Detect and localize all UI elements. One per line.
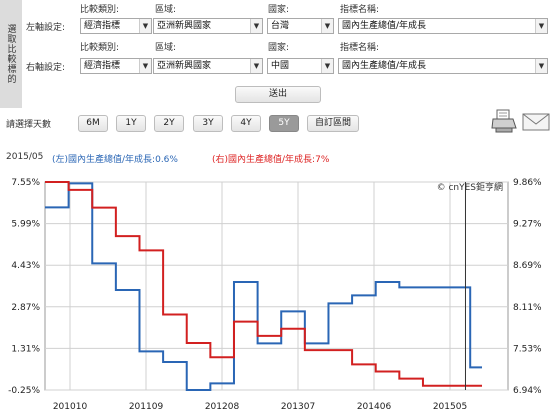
right-legend: (右)國內生產總值/年成長:7% bbox=[212, 155, 330, 165]
left-tick-label: 7.55% bbox=[11, 178, 40, 188]
x-tick-label: 201505 bbox=[433, 402, 467, 412]
side-tab-label: 選取比較標的 bbox=[5, 24, 16, 84]
left-region-select[interactable]: 亞洲新興國家 ▼ bbox=[153, 18, 263, 34]
right-country-select[interactable]: 中國 ▼ bbox=[267, 58, 334, 74]
range-4y-button[interactable]: 4Y bbox=[231, 115, 261, 132]
right-indicator-value: 國內生產總值/年成長 bbox=[342, 61, 427, 71]
left-country-select[interactable]: 台灣 ▼ bbox=[267, 18, 334, 34]
right-series-line bbox=[45, 181, 483, 387]
right-tick-label: 8.11% bbox=[513, 303, 542, 313]
range-6m-button[interactable]: 6M bbox=[78, 115, 108, 132]
line-chart: 7.55% 5.99% 4.43% 2.87% 1.31% -0.25% 9.86% 9.2… bbox=[8, 178, 542, 412]
left-category-value: 經濟指標 bbox=[84, 21, 121, 31]
x-tick-label: 201406 bbox=[357, 402, 392, 412]
left-category-select[interactable]: 經濟指標 ▼ bbox=[80, 18, 152, 34]
x-tick-label: 201307 bbox=[281, 402, 315, 412]
x-axis-ticks: 201010 201109 201208 201307 201406 201505 bbox=[53, 402, 467, 412]
right-region-select[interactable]: 亞洲新興國家 ▼ bbox=[153, 58, 263, 74]
category-header: 比較類別: bbox=[80, 5, 120, 15]
left-indicator-select[interactable]: 國內生產總值/年成長 ▼ bbox=[338, 18, 548, 34]
right-country-value: 中國 bbox=[271, 61, 290, 71]
left-tick-label: 2.87% bbox=[11, 303, 40, 313]
chevron-down-icon: ▼ bbox=[535, 59, 547, 73]
right-tick-label: 6.94% bbox=[513, 386, 542, 396]
range-5y-button[interactable]: 5Y bbox=[269, 115, 299, 132]
indicator-header-2: 指標名稱: bbox=[340, 43, 380, 53]
left-axis-ticks: 7.55% 5.99% 4.43% 2.87% 1.31% -0.25% bbox=[8, 178, 40, 396]
range-1y-button[interactable]: 1Y bbox=[116, 115, 146, 132]
range-label: 請選擇天數 bbox=[6, 120, 52, 130]
right-category-select[interactable]: 經濟指標 ▼ bbox=[80, 58, 152, 74]
printer-icon[interactable] bbox=[490, 108, 518, 134]
mail-icon[interactable] bbox=[522, 112, 550, 132]
right-tick-label: 7.53% bbox=[513, 344, 542, 354]
region-header-2: 區域: bbox=[155, 43, 177, 53]
left-region-value: 亞洲新興國家 bbox=[157, 21, 212, 31]
right-axis-label: 右軸設定: bbox=[26, 63, 66, 73]
x-tick-label: 201208 bbox=[205, 402, 240, 412]
side-tab: 選取比較標的 bbox=[0, 0, 22, 108]
x-tick-label: 201010 bbox=[53, 402, 88, 412]
chevron-down-icon: ▼ bbox=[250, 19, 262, 33]
country-header-2: 國家: bbox=[268, 43, 290, 53]
left-country-value: 台灣 bbox=[271, 21, 290, 31]
submit-button[interactable]: 送出 bbox=[235, 86, 321, 103]
chevron-down-icon: ▼ bbox=[535, 19, 547, 33]
right-axis-ticks: 9.86% 9.27% 8.69% 8.11% 7.53% 6.94% bbox=[513, 178, 542, 396]
chart-date: 2015/05 bbox=[6, 152, 44, 162]
country-header: 國家: bbox=[268, 5, 290, 15]
right-tick-label: 8.69% bbox=[513, 261, 542, 271]
series-lines bbox=[45, 181, 483, 391]
indicator-header: 指標名稱: bbox=[340, 5, 380, 15]
range-2y-button[interactable]: 2Y bbox=[154, 115, 184, 132]
range-custom-button[interactable]: 自訂區間 bbox=[307, 115, 359, 132]
chevron-down-icon: ▼ bbox=[250, 59, 262, 73]
plot-frame bbox=[44, 181, 509, 391]
right-region-value: 亞洲新興國家 bbox=[157, 61, 212, 71]
left-tick-label: 5.99% bbox=[11, 220, 40, 230]
right-tick-label: 9.27% bbox=[513, 220, 542, 230]
left-indicator-value: 國內生產總值/年成長 bbox=[342, 21, 427, 31]
range-3y-button[interactable]: 3Y bbox=[193, 115, 223, 132]
chart-grid bbox=[44, 181, 509, 391]
right-category-value: 經濟指標 bbox=[84, 61, 121, 71]
left-series-line bbox=[45, 182, 483, 391]
left-tick-label: 1.31% bbox=[11, 344, 40, 354]
right-tick-label: 9.86% bbox=[513, 178, 542, 188]
chevron-down-icon: ▼ bbox=[139, 59, 151, 73]
chevron-down-icon: ▼ bbox=[139, 19, 151, 33]
category-header-2: 比較類別: bbox=[80, 43, 120, 53]
right-indicator-select[interactable]: 國內生產總值/年成長 ▼ bbox=[338, 58, 548, 74]
left-axis-label: 左軸設定: bbox=[26, 23, 66, 33]
region-header: 區域: bbox=[155, 5, 177, 15]
x-tick-label: 201109 bbox=[129, 402, 164, 412]
left-tick-label: -0.25% bbox=[8, 386, 40, 396]
watermark: © cnYES鉅亨網 bbox=[437, 181, 503, 193]
chevron-down-icon: ▼ bbox=[321, 19, 333, 33]
chevron-down-icon: ▼ bbox=[321, 59, 333, 73]
left-tick-label: 4.43% bbox=[11, 261, 40, 271]
left-legend: (左)國內生產總值/年成長:0.6% bbox=[52, 155, 178, 165]
